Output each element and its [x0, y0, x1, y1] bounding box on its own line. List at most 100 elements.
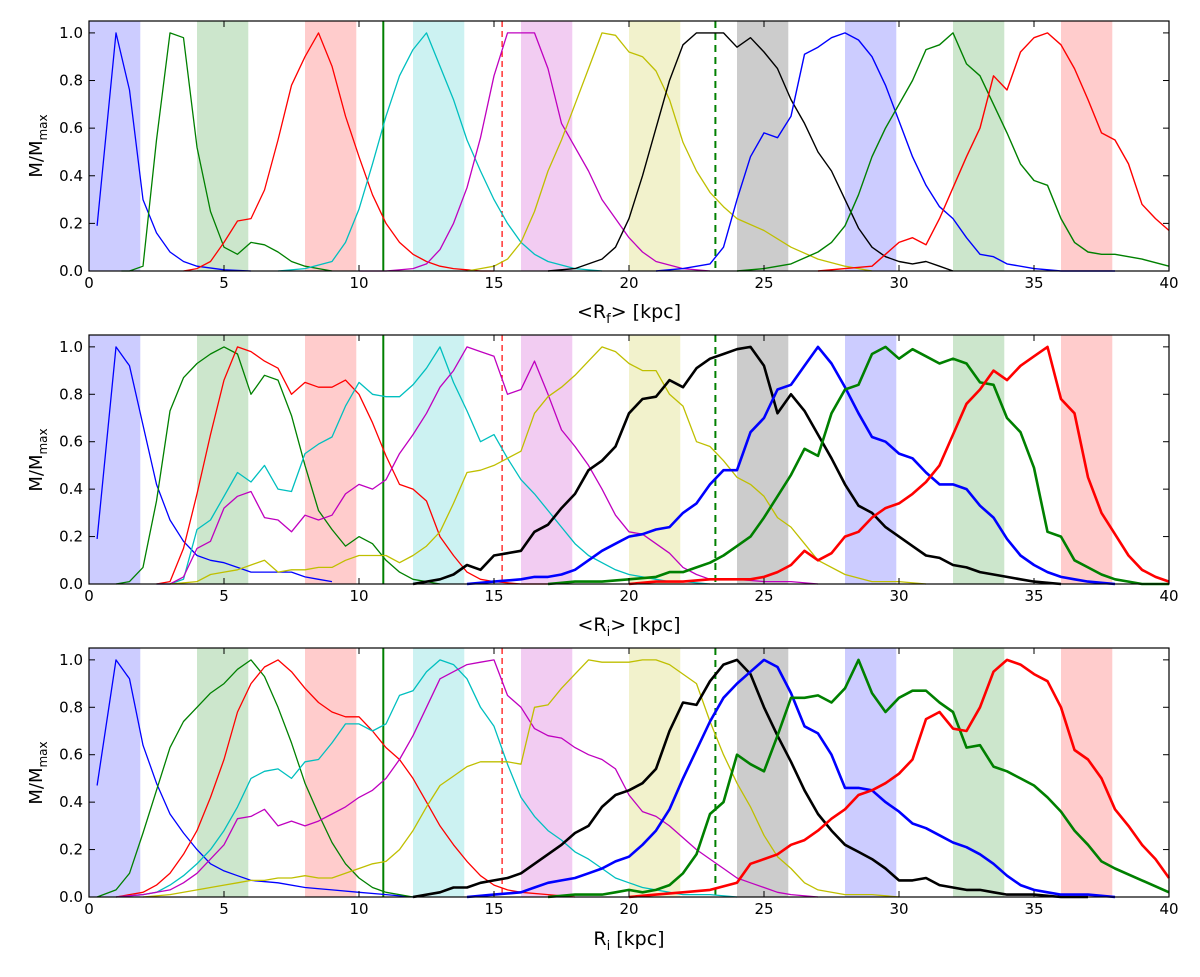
x-axis-label-main: <R	[577, 301, 606, 323]
y-tick-label: 0.8	[59, 698, 83, 716]
x-tick-label: 25	[754, 900, 773, 918]
y-tick-label: 0.6	[59, 433, 83, 451]
series-line	[628, 658, 1171, 899]
shading-band	[737, 21, 789, 271]
x-axis-label-main: <R	[577, 614, 606, 636]
x-tick-label: 30	[889, 900, 908, 918]
x-tick-label: 10	[349, 587, 368, 605]
shading-band	[305, 335, 357, 584]
x-tick-label: 5	[219, 274, 229, 292]
x-tick-label: 20	[619, 900, 638, 918]
series-line	[121, 32, 333, 272]
y-tick-label: 0.6	[59, 746, 83, 764]
series-line	[412, 345, 1062, 586]
x-axis-label-subscript: i	[607, 625, 611, 640]
y-tick-label: 0.0	[59, 888, 83, 906]
series-line	[156, 346, 711, 585]
x-tick-label: 25	[754, 274, 773, 292]
x-tick-label: 35	[1024, 900, 1043, 918]
shading-band	[1061, 648, 1113, 897]
shading-band	[629, 648, 681, 897]
y-tick-label: 0.0	[59, 575, 83, 593]
x-tick-label: 5	[219, 587, 229, 605]
series-line	[466, 345, 1116, 586]
panel-top: 0 5 10 15 20 25 30 35 40 0.0 0.2 0.4 0.6 0.8 1.0 <Rf> […	[26, 20, 1179, 327]
y-axis-label-main: M/M	[26, 455, 47, 492]
series-line	[277, 32, 603, 272]
series-line	[96, 346, 333, 583]
x-tick-label: 10	[349, 900, 368, 918]
shading-band	[953, 21, 1005, 271]
x-axis-label: <Rf> [kpc]	[577, 301, 681, 327]
panel-bottom: 0 5 10 15 20 25 30 35 40 0.0 0.2 0.4 0.6 0.8 1.0 Ri [kp…	[26, 647, 1179, 954]
series-line	[736, 32, 1170, 272]
series-line	[359, 32, 711, 272]
x-tick-label: 35	[1024, 587, 1043, 605]
y-axis-label-main: M/M	[26, 768, 47, 805]
shading-band	[197, 335, 249, 584]
y-axis-label-subscript: max	[36, 741, 50, 767]
series-line	[96, 32, 252, 272]
shading-band	[197, 648, 249, 897]
y-tick-label: 0.6	[59, 119, 83, 137]
series-line	[142, 659, 900, 898]
x-axis-label: Ri [kpc]	[593, 928, 664, 954]
y-tick-label: 0.4	[59, 793, 83, 811]
shading-band	[845, 335, 897, 584]
x-tick-label: 0	[84, 274, 94, 292]
y-tick-label: 1.0	[59, 338, 83, 356]
y-axis-label: M/Mmax	[26, 741, 50, 804]
x-tick-label: 20	[619, 274, 638, 292]
x-tick-label: 40	[1159, 274, 1178, 292]
series-line	[156, 346, 819, 585]
x-axis-label-suffix: [kpc]	[610, 928, 664, 950]
shading-band	[89, 21, 141, 271]
series-line	[655, 32, 1115, 272]
series-line	[183, 32, 494, 272]
shading-band	[521, 335, 573, 584]
y-tick-label: 0.0	[59, 262, 83, 280]
x-tick-label: 15	[484, 587, 503, 605]
y-axis-label-subscript: max	[36, 428, 50, 454]
y-axis-label-subscript: max	[36, 114, 50, 140]
x-axis-label-subscript: f	[606, 312, 611, 327]
x-tick-label: 15	[484, 274, 503, 292]
shading-band	[89, 335, 141, 584]
x-tick-label: 25	[754, 587, 773, 605]
y-tick-label: 0.2	[59, 214, 83, 232]
series-line	[547, 658, 1170, 899]
x-tick-label: 30	[889, 274, 908, 292]
y-axis-label-main: M/M	[26, 141, 47, 178]
shading-band	[305, 648, 357, 897]
series-line	[115, 346, 441, 585]
x-tick-label: 10	[349, 274, 368, 292]
series-line	[547, 32, 954, 272]
shading-band	[413, 21, 465, 271]
series-line	[547, 345, 1169, 586]
y-axis-label: M/Mmax	[26, 428, 50, 491]
shading-band	[953, 648, 1005, 897]
shading-band	[737, 335, 789, 584]
x-tick-label: 40	[1159, 900, 1178, 918]
y-axis-label: M/Mmax	[26, 114, 50, 177]
y-tick-label: 0.2	[59, 841, 83, 859]
x-axis-label-subscript: i	[607, 939, 611, 954]
x-axis-label-suffix: > [kpc]	[610, 614, 680, 636]
x-tick-label: 20	[619, 587, 638, 605]
series-line	[817, 32, 1170, 272]
x-axis-label-main: R	[593, 928, 606, 950]
x-axis-label: <Ri> [kpc]	[577, 614, 680, 640]
shading-band	[521, 21, 573, 271]
series-line	[115, 659, 576, 898]
series-line	[115, 659, 738, 898]
shading-band	[1061, 335, 1113, 584]
series-line	[169, 346, 927, 585]
series-line	[115, 659, 819, 898]
shading-band	[413, 648, 465, 897]
x-tick-label: 0	[84, 587, 94, 605]
series-line	[96, 659, 414, 898]
shading-band	[629, 21, 681, 271]
series-line	[96, 659, 414, 898]
series-line	[412, 658, 1088, 899]
